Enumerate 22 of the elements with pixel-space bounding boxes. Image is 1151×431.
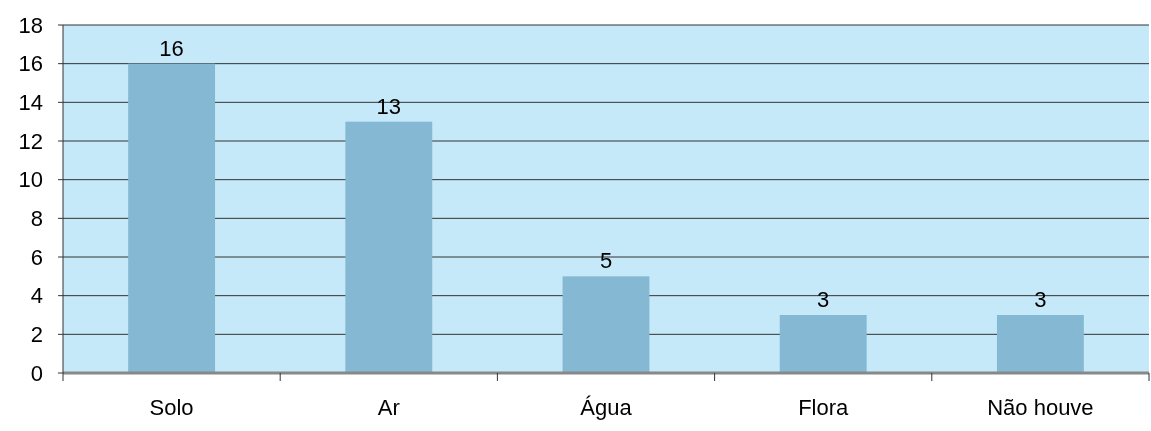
data-label: 16 bbox=[159, 35, 184, 61]
x-tick-label: Flora bbox=[798, 395, 850, 420]
bar bbox=[562, 276, 650, 373]
y-tick-label: 18 bbox=[18, 12, 43, 38]
bar bbox=[779, 315, 867, 373]
y-tick-label: 12 bbox=[18, 128, 43, 154]
y-tick-label: 10 bbox=[18, 167, 43, 193]
y-tick-label: 16 bbox=[18, 51, 43, 77]
y-tick-label: 6 bbox=[30, 244, 43, 270]
x-tick-label: Não houve bbox=[987, 395, 1094, 420]
bar bbox=[128, 63, 216, 373]
y-tick-label: 8 bbox=[30, 206, 43, 232]
x-tick-label: Solo bbox=[149, 395, 194, 420]
data-label: 5 bbox=[599, 248, 613, 274]
x-tick-label: Água bbox=[580, 395, 633, 420]
y-tick-label: 0 bbox=[30, 360, 43, 386]
y-tick-label: 14 bbox=[18, 90, 43, 116]
bar bbox=[345, 121, 433, 373]
x-tick-label: Ar bbox=[377, 395, 400, 420]
bar bbox=[996, 315, 1084, 373]
y-tick-label: 2 bbox=[30, 322, 43, 348]
y-tick-label: 4 bbox=[30, 283, 43, 309]
